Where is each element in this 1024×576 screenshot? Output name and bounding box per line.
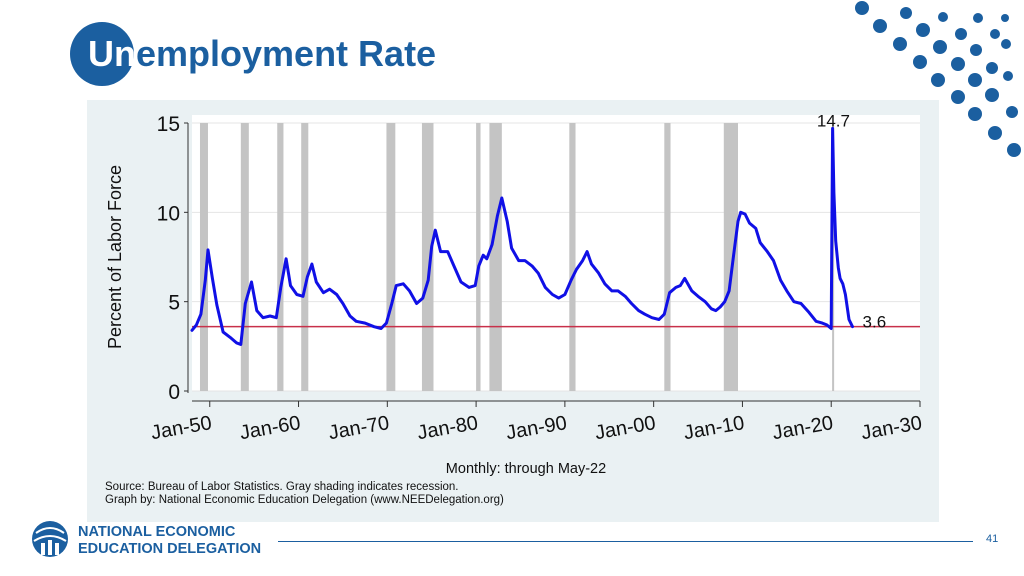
- decorative-dot: [933, 40, 947, 54]
- unemployment-chart: 0 5 10 15 Jan-50 Jan-60 Jan-70 Jan-80 Jan-90 Jan-…: [105, 111, 924, 506]
- logo-line2: EDUCATION DELEGATION: [78, 541, 261, 557]
- y-tick-label: 0: [168, 381, 180, 404]
- y-axis-label: Percent of Labor Force: [105, 165, 125, 349]
- title-rest: employment Rate: [136, 33, 437, 74]
- decorative-dot: [986, 62, 998, 74]
- decorative-dot: [855, 1, 869, 15]
- x-tick-label: Jan-70: [327, 412, 391, 444]
- annotation-peak: 14.7: [817, 111, 850, 130]
- decorative-dot: [938, 12, 948, 22]
- page-title: Unemployment Rate: [88, 34, 436, 74]
- recession-band: [199, 123, 208, 391]
- decorative-dot: [1007, 143, 1021, 157]
- decorative-dot: [955, 28, 967, 40]
- title-lead: Un: [88, 33, 136, 74]
- decorative-dot: [988, 126, 1002, 140]
- decorative-dot: [1001, 39, 1011, 49]
- recession-band: [664, 123, 671, 391]
- decorative-dot: [990, 29, 1000, 39]
- series-line: [190, 126, 854, 346]
- chart-panel: 0 5 10 15 Jan-50 Jan-60 Jan-70 Jan-80 Jan-90 Jan-…: [87, 100, 939, 522]
- x-tick-label: Jan-80: [416, 412, 480, 444]
- decorative-dot: [970, 44, 982, 56]
- title-accent-circle: [70, 22, 134, 86]
- decorative-dots: [855, 1, 1021, 157]
- decorative-dot: [951, 90, 965, 104]
- logo: NATIONAL ECONOMIC EDUCATION DELEGATION: [32, 521, 261, 557]
- logo-line1: NATIONAL ECONOMIC: [78, 524, 236, 540]
- decorative-dot: [968, 107, 982, 121]
- plot-area: [192, 115, 920, 391]
- page-number: 41: [986, 533, 999, 545]
- decorative-dot: [1001, 14, 1009, 22]
- x-tick-label: Jan-20: [771, 412, 835, 444]
- decorative-dot: [931, 73, 945, 87]
- x-tick-label: Jan-30: [860, 412, 924, 444]
- y-tick-label: 15: [157, 113, 180, 136]
- decorative-dot: [873, 19, 887, 33]
- x-axis-label: Monthly: through May-22: [446, 461, 606, 477]
- recession-band: [569, 123, 576, 391]
- decorative-dot: [985, 88, 999, 102]
- x-tick-label: Jan-50: [149, 412, 213, 444]
- recession-band: [723, 123, 738, 391]
- annotation-latest: 3.6: [863, 313, 887, 332]
- decorative-dot: [913, 55, 927, 69]
- decorative-dot: [900, 7, 912, 19]
- x-tick-label: Jan-10: [682, 412, 746, 444]
- x-tick-label: Jan-90: [504, 412, 568, 444]
- recession-band: [301, 123, 309, 391]
- recession-band: [489, 123, 502, 391]
- recession-band: [277, 123, 284, 391]
- decorative-dot: [916, 23, 930, 37]
- decorative-dot: [1003, 71, 1013, 81]
- decorative-dot: [968, 73, 982, 87]
- chart-credit: Graph by: National Economic Education De…: [105, 494, 504, 506]
- y-tick-label: 10: [157, 202, 180, 225]
- footer-divider: [278, 541, 973, 542]
- decorative-dot: [973, 13, 983, 23]
- recession-band: [240, 123, 249, 391]
- x-tick-label: Jan-60: [238, 412, 302, 444]
- x-tick-label: Jan-00: [593, 412, 657, 444]
- recession-band: [386, 123, 396, 391]
- decorative-dot: [951, 57, 965, 71]
- recession-band: [421, 123, 434, 391]
- y-tick-label: 5: [168, 292, 180, 315]
- slide-title: Unemployment Rate: [70, 22, 530, 86]
- decorative-dot: [1006, 106, 1018, 118]
- decorative-dot: [893, 37, 907, 51]
- globe-people-icon: [32, 521, 68, 557]
- recession-band: [476, 123, 481, 391]
- chart-source: Source: Bureau of Labor Statistics. Gray…: [105, 481, 459, 493]
